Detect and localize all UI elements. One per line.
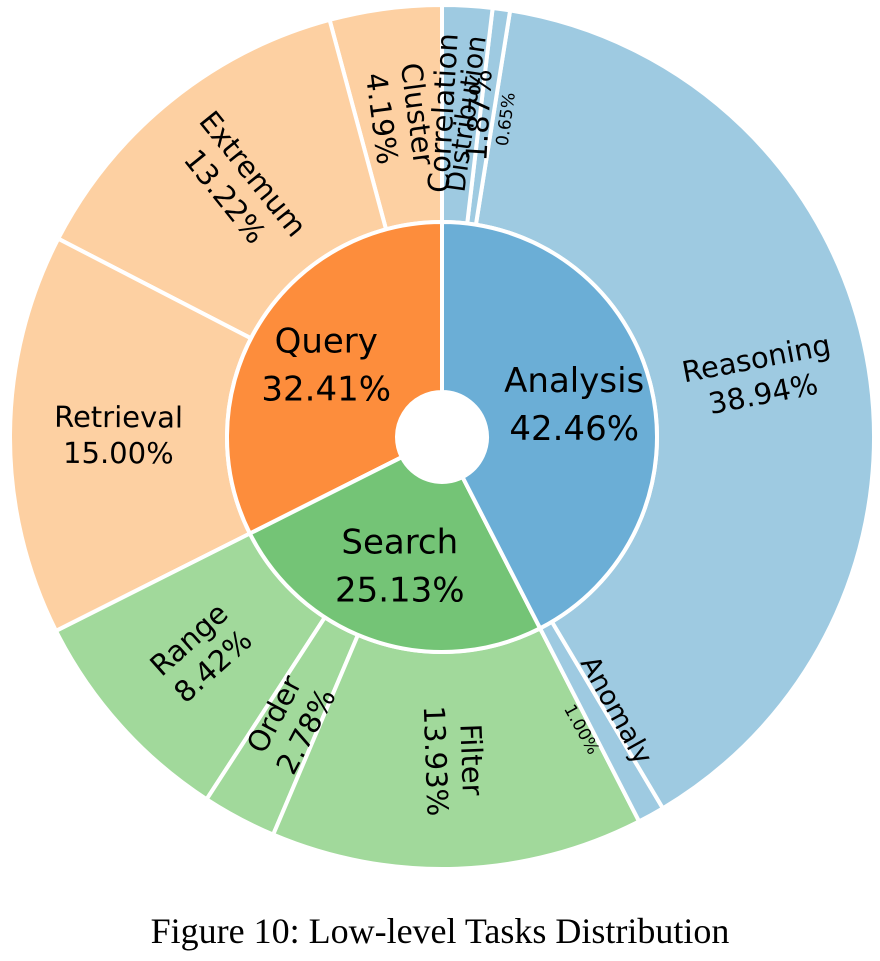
inner-ring xyxy=(225,220,659,654)
center-hole xyxy=(397,392,487,482)
inner-label-query-value: 32.41% xyxy=(261,370,391,410)
sunburst-chart: Cluster4.19%Extremum13.22%Retrieval15.00… xyxy=(8,3,876,871)
inner-label-search-name: Search xyxy=(341,522,458,562)
outer-label-retrieval-name: Retrieval xyxy=(54,400,183,435)
inner-label-search-value: 25.13% xyxy=(335,570,465,610)
outer-label-retrieval-value: 15.00% xyxy=(63,436,174,471)
figure-caption: Figure 10: Low-level Tasks Distribution xyxy=(150,911,730,951)
inner-label-analysis-name: Analysis xyxy=(504,361,644,401)
outer-label-filter-name: Filter xyxy=(453,723,490,796)
inner-label-analysis-value: 42.46% xyxy=(509,409,639,449)
outer-label-correlation-value: 1.87% xyxy=(459,68,498,162)
outer-label-filter-value: 13.93% xyxy=(417,705,455,817)
inner-label-query-name: Query xyxy=(275,322,378,362)
